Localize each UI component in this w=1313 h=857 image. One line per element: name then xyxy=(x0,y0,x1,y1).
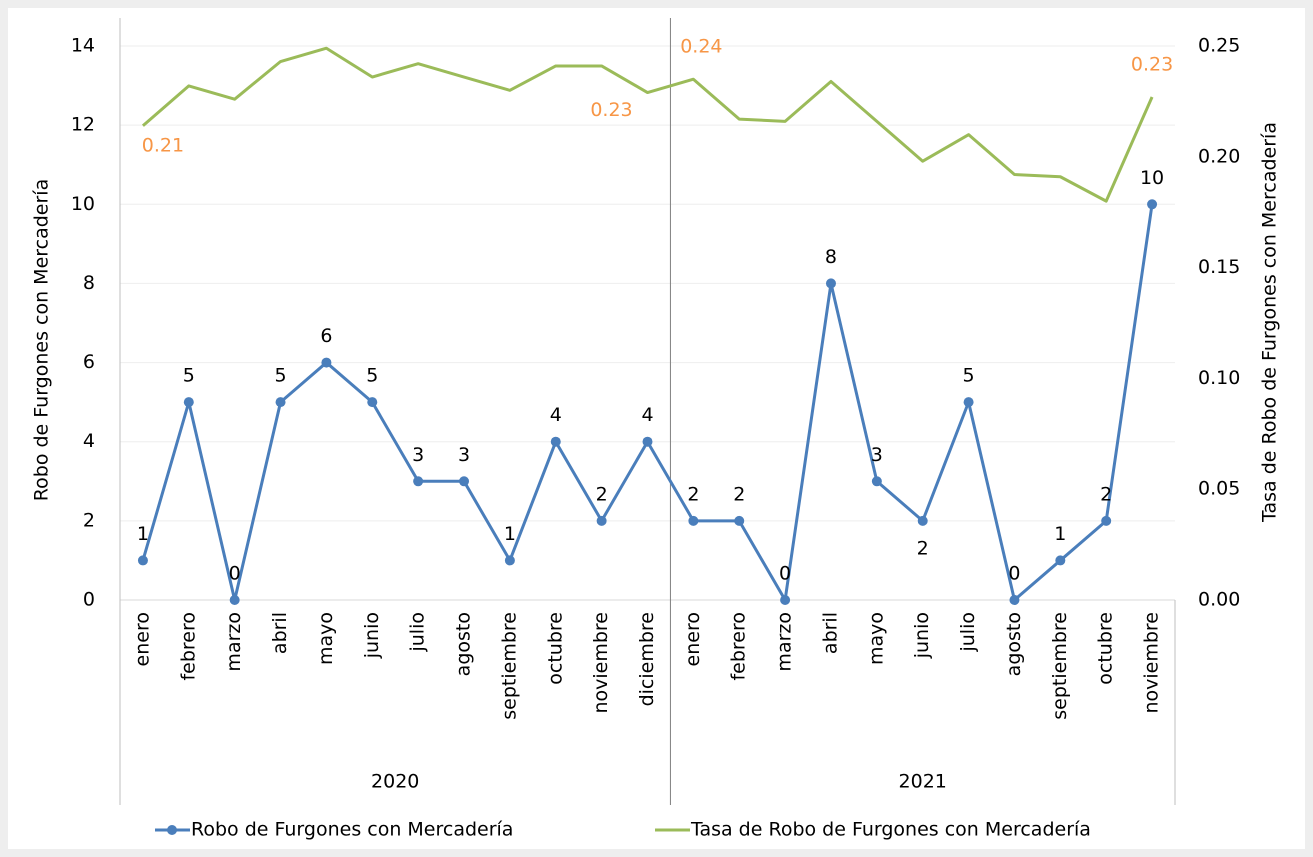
point xyxy=(917,515,928,526)
y-tick-label: 10 xyxy=(71,193,95,215)
x-tick-label: septiembre xyxy=(498,612,520,720)
y2-tick-label: 0.15 xyxy=(1198,256,1240,278)
data-label: 3 xyxy=(412,444,424,466)
x-tick-label: septiembre xyxy=(1049,612,1071,720)
x-tick-label: diciembre xyxy=(636,612,658,706)
point xyxy=(780,595,791,605)
y-tick-label: 14 xyxy=(71,35,95,57)
y-tick-label: 12 xyxy=(71,114,95,136)
x-group-label: 2021 xyxy=(899,771,947,793)
data-label: 1 xyxy=(1054,523,1066,545)
x-tick-label: noviembre xyxy=(1141,612,1163,714)
x-tick-label: julio xyxy=(407,612,429,653)
point xyxy=(963,397,974,408)
point xyxy=(367,397,378,408)
point xyxy=(1101,515,1112,526)
point xyxy=(871,476,882,487)
x-tick-label: julio xyxy=(957,612,979,653)
y-tick-label: 6 xyxy=(83,351,95,373)
point xyxy=(229,595,240,605)
data-label: 0 xyxy=(229,563,241,585)
point xyxy=(1009,595,1020,605)
data-label: 0.21 xyxy=(142,134,184,156)
data-label: 5 xyxy=(366,365,378,387)
y-tick-label: 2 xyxy=(83,509,95,531)
y2-axis-title: Tasa de Robo de Furgones con Mercadería xyxy=(1259,122,1281,523)
data-label: 0 xyxy=(1008,563,1020,585)
point xyxy=(1055,555,1066,566)
legend-label: Tasa de Robo de Furgones con Mercadería xyxy=(690,819,1091,841)
x-tick-label: octubre xyxy=(1095,612,1117,685)
data-label: 4 xyxy=(550,404,562,426)
point xyxy=(825,278,836,289)
x-tick-label: febrero xyxy=(728,612,750,681)
data-label: 10 xyxy=(1140,167,1164,189)
data-label: 2 xyxy=(733,483,745,505)
point xyxy=(413,476,424,487)
data-label: 0 xyxy=(779,563,791,585)
data-label: 2 xyxy=(917,537,929,559)
y2-tick-label: 0.25 xyxy=(1198,35,1240,57)
y-tick-label: 8 xyxy=(83,272,95,294)
data-label: 6 xyxy=(320,325,332,347)
point xyxy=(183,397,194,408)
point xyxy=(459,476,470,487)
data-label: 1 xyxy=(504,523,516,545)
y-tick-label: 4 xyxy=(83,430,95,452)
point xyxy=(550,436,561,447)
x-group-label: 2020 xyxy=(371,771,419,793)
data-label: 5 xyxy=(183,365,195,387)
x-tick-label: enero xyxy=(682,612,704,666)
x-tick-label: mayo xyxy=(315,612,337,665)
x-tick-label: abril xyxy=(269,612,291,654)
data-label: 2 xyxy=(596,483,608,505)
x-tick-label: agosto xyxy=(1003,612,1025,676)
point xyxy=(596,515,607,526)
x-tick-label: agosto xyxy=(453,612,475,676)
point xyxy=(321,357,332,368)
point xyxy=(642,436,653,447)
series-line xyxy=(141,46,1154,203)
data-label: 2 xyxy=(1100,483,1112,505)
x-tick-label: febrero xyxy=(177,612,199,681)
data-label: 3 xyxy=(871,444,883,466)
y2-tick-label: 0.00 xyxy=(1198,589,1240,611)
y-tick-label: 0 xyxy=(83,589,95,611)
x-tick-label: mayo xyxy=(865,612,887,665)
point xyxy=(137,555,148,566)
y-axis-title: Robo de Furgones con Mercadería xyxy=(31,179,53,501)
point xyxy=(1147,199,1158,210)
point xyxy=(688,515,699,526)
point xyxy=(504,555,515,566)
data-label: 0.23 xyxy=(590,99,632,121)
legend-marker xyxy=(167,825,177,835)
point xyxy=(275,397,286,408)
x-tick-label: noviembre xyxy=(590,612,612,714)
x-tick-label: junio xyxy=(361,612,383,659)
x-tick-label: abril xyxy=(819,612,841,654)
legend-label: Robo de Furgones con Mercadería xyxy=(191,819,513,841)
data-label: 5 xyxy=(963,365,975,387)
y2-tick-label: 0.05 xyxy=(1198,478,1240,500)
data-label: 5 xyxy=(274,365,286,387)
x-tick-label: octubre xyxy=(544,612,566,685)
point xyxy=(734,515,745,526)
x-tick-label: marzo xyxy=(223,612,245,672)
data-label: 4 xyxy=(641,404,653,426)
x-tick-label: enero xyxy=(131,612,153,666)
data-label: 0.24 xyxy=(680,36,722,58)
y2-tick-label: 0.10 xyxy=(1198,367,1240,389)
data-label: 8 xyxy=(825,246,837,268)
data-label: 2 xyxy=(687,483,699,505)
data-label: 1 xyxy=(137,523,149,545)
data-label: 0.23 xyxy=(1131,53,1173,75)
chart-area xyxy=(8,8,1305,849)
data-label: 3 xyxy=(458,444,470,466)
x-tick-label: marzo xyxy=(774,612,796,672)
x-tick-label: junio xyxy=(911,612,933,659)
y2-tick-label: 0.20 xyxy=(1198,145,1240,167)
